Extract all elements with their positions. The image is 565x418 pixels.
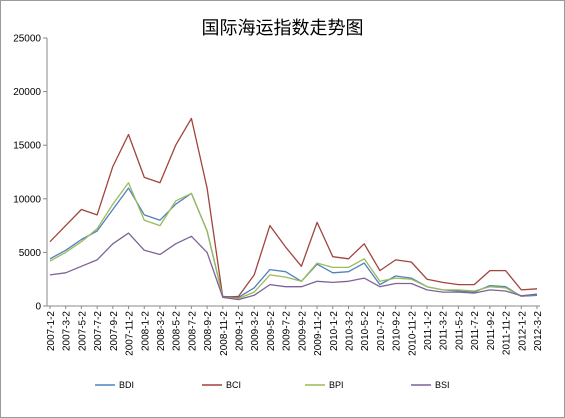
x-tick-label: 2011-3-2 (439, 311, 450, 351)
y-tick-label: 25000 (13, 34, 41, 45)
x-tick-label: 2007-1-2 (46, 311, 57, 351)
x-tick-labels: 2007-1-2 2007-3-2 2007-5-2 2007-7-2 2007-9-2… (46, 311, 544, 356)
x-tick-label: 2009-5-2 (266, 311, 277, 351)
series-line-bpi (49, 182, 538, 300)
x-tick-label: 2009-9-2 (297, 311, 308, 351)
y-tick-label: 20000 (13, 87, 41, 98)
x-tick-label: 2008-5-2 (172, 311, 183, 351)
x-tick-label: 2007-5-2 (77, 311, 88, 351)
series-line-bci (49, 117, 538, 299)
x-tick-label: 2007-11-2 (125, 311, 136, 356)
x-tick-label: 2008-1-2 (140, 311, 151, 351)
y-tick-label: 10000 (13, 194, 41, 205)
x-tick-label: 2011-11-2 (502, 311, 513, 356)
legend-label-bpi: BPI (329, 380, 344, 390)
x-tick-label: 2007-3-2 (62, 311, 73, 351)
x-tick-label: 2008-9-2 (203, 311, 214, 351)
axes (43, 37, 540, 309)
y-tick-label: 0 (35, 302, 41, 313)
x-tick-label: 2010-9-2 (392, 311, 403, 351)
x-tick-label: 2011-1-2 (423, 311, 434, 351)
x-tick-label: 2011-7-2 (470, 311, 481, 351)
y-tick-label: 15000 (13, 141, 41, 152)
x-tick-label: 2011-9-2 (486, 311, 497, 351)
series-line-bdi (49, 187, 538, 299)
x-tick-label: 2010-11-2 (407, 311, 418, 356)
legend: BDI BCI BPI BSI (95, 380, 450, 390)
series-line-bsi (49, 232, 538, 301)
x-tick-label: 2009-11-2 (313, 311, 324, 356)
x-tick-label: 2007-9-2 (109, 311, 120, 351)
x-tick-label: 2010-3-2 (344, 311, 355, 351)
x-tick-label: 2011-5-2 (454, 311, 465, 351)
x-tick-label: 2012-3-2 (533, 311, 544, 351)
x-tick-label: 2008-7-2 (187, 311, 198, 351)
x-tick-label: 2008-11-2 (219, 311, 230, 356)
legend-label-bsi: BSI (435, 380, 450, 390)
x-tick-label: 2010-7-2 (376, 311, 387, 351)
chart-title: 国际海运指数走势图 (201, 18, 364, 39)
x-tick-label: 2010-5-2 (360, 311, 371, 351)
x-tick-label: 2009-1-2 (235, 311, 246, 351)
x-tick-label: 2007-7-2 (93, 311, 104, 351)
y-tick-labels: 0 5000 10000 15000 20000 25000 (13, 34, 41, 313)
legend-label-bci: BCI (226, 380, 241, 390)
x-tick-label: 2008-3-2 (156, 311, 167, 351)
series-lines (49, 117, 538, 301)
legend-label-bdi: BDI (119, 380, 134, 390)
x-tick-label: 2012-1-2 (517, 311, 528, 351)
x-tick-label: 2009-3-2 (250, 311, 261, 351)
x-tick-label: 2009-7-2 (282, 311, 293, 351)
y-tick-label: 5000 (19, 248, 42, 259)
x-tick-label: 2010-1-2 (329, 311, 340, 351)
